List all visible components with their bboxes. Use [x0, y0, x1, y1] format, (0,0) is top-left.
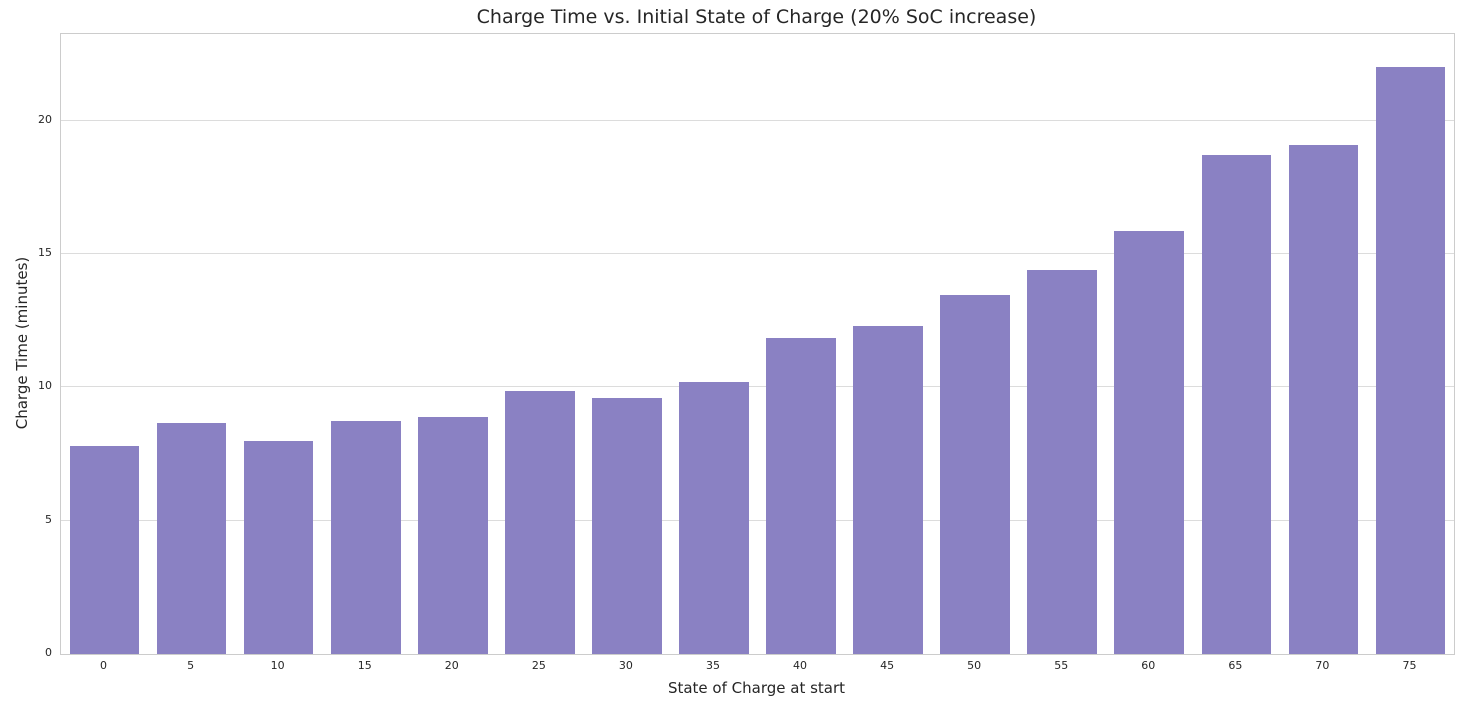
plot-area	[60, 33, 1455, 655]
x-tick-label-5: 5	[187, 659, 195, 672]
bar-soc-20	[417, 416, 488, 654]
bar-slot-35	[670, 34, 757, 654]
bar-soc-5	[156, 423, 227, 654]
bar-soc-45	[853, 326, 923, 654]
bar-slot-10	[235, 34, 322, 654]
bar-slot-50	[932, 34, 1019, 654]
x-tick-label-10: 10	[270, 659, 285, 672]
bar-soc-35	[679, 382, 749, 654]
bar-soc-40	[766, 338, 836, 654]
bar-soc-70	[1288, 144, 1359, 654]
bar-slot-30	[583, 34, 670, 654]
bar-soc-30	[592, 398, 662, 654]
bar-soc-50	[940, 295, 1010, 654]
bar-slot-15	[322, 34, 409, 654]
bar-soc-55	[1027, 270, 1098, 654]
x-tick-label-70: 70	[1315, 659, 1330, 672]
bar-slot-60	[1106, 34, 1193, 654]
x-axis-label: State of Charge at start	[667, 679, 846, 697]
bar-soc-0	[69, 446, 140, 654]
bar-slot-40	[758, 34, 845, 654]
x-tick-label-45: 45	[880, 659, 895, 672]
bars-container	[61, 34, 1454, 654]
bar-slot-65	[1193, 34, 1280, 654]
x-tick-label-60: 60	[1141, 659, 1156, 672]
x-tick-label-75: 75	[1402, 659, 1417, 672]
gridline-y5	[61, 519, 1454, 521]
x-tick-label-65: 65	[1228, 659, 1243, 672]
x-tick-label-0: 0	[100, 659, 108, 672]
bar-slot-45	[845, 34, 932, 654]
x-tick-label-55: 55	[1054, 659, 1069, 672]
x-tick-label-30: 30	[618, 659, 633, 672]
bar-soc-60	[1114, 231, 1185, 654]
x-tick-label-25: 25	[531, 659, 546, 672]
bar-slot-5	[148, 34, 235, 654]
x-tick-label-15: 15	[357, 659, 372, 672]
gridline-y20	[61, 119, 1454, 121]
gridline-y10	[61, 386, 1454, 388]
bar-slot-70	[1280, 34, 1367, 654]
x-tick-labels-container: 0 5 10 15 20 25 30 35 40 45 50 55 60 65 70 75	[60, 659, 1453, 672]
x-tick-label-40: 40	[793, 659, 808, 672]
bar-slot-25	[496, 34, 583, 654]
chart-title: Charge Time vs. Initial State of Charge …	[476, 6, 1037, 28]
bar-slot-55	[1019, 34, 1106, 654]
bar-slot-20	[409, 34, 496, 654]
bar-soc-10	[243, 440, 314, 654]
bar-slot-0	[61, 34, 148, 654]
y-tick-label-0: 0	[45, 646, 52, 659]
gridline-y15	[61, 253, 1454, 254]
y-tick-label-20: 20	[38, 112, 52, 126]
y-axis-label: Charge Time (minutes)	[13, 256, 31, 430]
y-tick-label-15: 15	[38, 246, 52, 259]
bar-slot-75	[1367, 34, 1454, 654]
x-tick-label-20: 20	[444, 659, 459, 672]
x-tick-label-50: 50	[967, 659, 982, 672]
y-tick-label-5: 5	[45, 512, 52, 526]
bar-soc-25	[505, 391, 575, 654]
bar-soc-15	[330, 420, 401, 654]
bar-soc-65	[1201, 155, 1272, 654]
bar-soc-75	[1375, 67, 1446, 654]
x-tick-label-35: 35	[705, 659, 720, 672]
y-tick-label-10: 10	[38, 379, 52, 393]
